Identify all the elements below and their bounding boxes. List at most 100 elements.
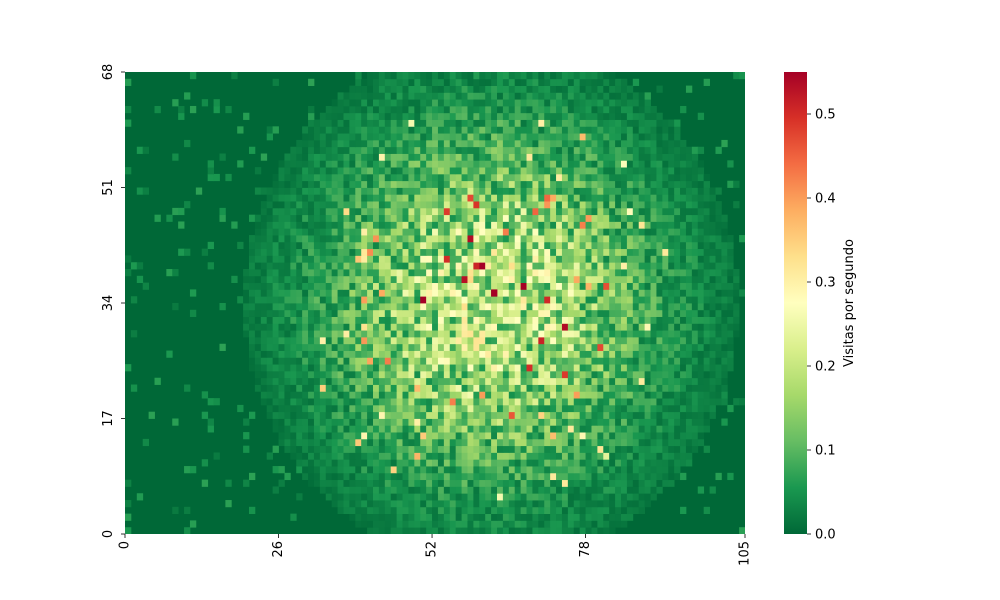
heatmap-cell: [455, 493, 462, 501]
heatmap-cell: [420, 486, 427, 494]
heatmap-cell: [414, 336, 421, 345]
heatmap-cell: [272, 330, 279, 338]
heatmap-cell: [414, 187, 421, 195]
heatmap-cell: [650, 404, 657, 413]
heatmap-cell: [520, 167, 527, 175]
heatmap-cell: [373, 411, 380, 419]
heatmap-cell: [408, 452, 415, 460]
heatmap-cell: [638, 425, 646, 433]
heatmap-cell: [520, 384, 527, 392]
heatmap-cell: [172, 418, 179, 426]
heatmap-cell: [361, 438, 368, 447]
heatmap-cell: [656, 472, 663, 481]
heatmap-cell: [296, 350, 303, 358]
heatmap-cell: [532, 527, 539, 534]
heatmap-cell: [284, 309, 291, 317]
heatmap-cell: [603, 418, 610, 426]
heatmap-cell: [491, 146, 498, 154]
heatmap-cell: [390, 466, 398, 474]
heatmap-cell: [691, 336, 699, 345]
heatmap-cell: [556, 479, 563, 487]
heatmap-cell: [420, 146, 427, 154]
heatmap-cell: [361, 479, 368, 487]
heatmap-cell: [508, 357, 516, 365]
heatmap-cell: [249, 269, 256, 277]
heatmap-cell: [567, 228, 575, 236]
heatmap-cell: [302, 323, 309, 331]
heatmap-cell: [561, 432, 569, 440]
heatmap-cell: [308, 139, 315, 148]
heatmap-cell: [573, 105, 581, 114]
heatmap-cell: [319, 404, 327, 413]
heatmap-cell: [260, 269, 268, 277]
heatmap-cell: [603, 336, 610, 345]
heatmap-cell: [585, 493, 592, 501]
heatmap-cell: [567, 303, 575, 311]
heatmap-cell: [514, 282, 522, 290]
heatmap-cell: [378, 370, 386, 379]
heatmap-cell: [721, 350, 728, 358]
heatmap-cell: [508, 173, 516, 182]
heatmap-cell: [597, 214, 604, 222]
heatmap-cell: [550, 472, 557, 481]
heatmap-cell: [615, 105, 622, 114]
heatmap-cell: [325, 235, 333, 243]
heatmap-cell: [254, 228, 262, 236]
heatmap-cell: [426, 255, 433, 263]
heatmap-cell: [319, 160, 327, 168]
heatmap-cell: [526, 85, 533, 93]
heatmap-cell: [650, 479, 657, 487]
heatmap-cell: [373, 160, 380, 168]
heatmap-cell: [526, 330, 533, 338]
heatmap-cell: [573, 384, 581, 392]
heatmap-cell: [585, 411, 592, 419]
heatmap-cell: [514, 472, 522, 481]
heatmap-cell: [526, 112, 533, 120]
heatmap-cell: [609, 336, 616, 345]
heatmap-cell: [437, 194, 445, 202]
heatmap-cell: [443, 425, 451, 433]
heatmap-cell: [361, 370, 368, 379]
heatmap-cell: [284, 194, 291, 202]
heatmap-cell: [585, 309, 592, 317]
heatmap-cell: [573, 72, 581, 80]
heatmap-cell: [302, 160, 309, 168]
heatmap-cell: [520, 146, 527, 154]
heatmap-cell: [621, 289, 628, 297]
heatmap-cell: [449, 180, 457, 188]
heatmap-cell: [325, 139, 333, 148]
heatmap-cell: [597, 432, 604, 440]
heatmap-cell: [603, 296, 610, 304]
heatmap-cell: [443, 486, 451, 494]
heatmap-cell: [603, 506, 610, 515]
heatmap-cell: [136, 275, 144, 284]
heatmap-cell: [278, 303, 285, 311]
heatmap-cell: [538, 289, 545, 297]
heatmap-cell: [420, 316, 427, 324]
heatmap-cell: [432, 527, 439, 534]
heatmap-cell: [319, 167, 327, 175]
heatmap-cell: [674, 425, 681, 433]
heatmap-cell: [367, 241, 374, 250]
heatmap-cell: [603, 255, 610, 263]
heatmap-cell: [479, 153, 486, 161]
heatmap-cell: [727, 336, 734, 345]
heatmap-cell: [290, 370, 297, 379]
heatmap-cell: [567, 500, 575, 508]
heatmap-cell: [325, 228, 333, 236]
heatmap-cell: [573, 472, 581, 481]
heatmap-cell: [585, 303, 592, 311]
heatmap-cell: [556, 425, 563, 433]
heatmap-cell: [544, 418, 551, 426]
heatmap-cell: [662, 173, 669, 182]
heatmap-cell: [414, 384, 421, 392]
heatmap-cell: [573, 282, 581, 290]
heatmap-cell: [461, 527, 468, 534]
heatmap-cell: [591, 377, 598, 385]
heatmap-cell: [125, 78, 132, 86]
heatmap-cell: [361, 275, 368, 284]
heatmap-cell: [497, 432, 504, 440]
heatmap-cell: [337, 323, 344, 331]
heatmap-cell: [461, 146, 468, 154]
heatmap-cell: [260, 187, 268, 195]
